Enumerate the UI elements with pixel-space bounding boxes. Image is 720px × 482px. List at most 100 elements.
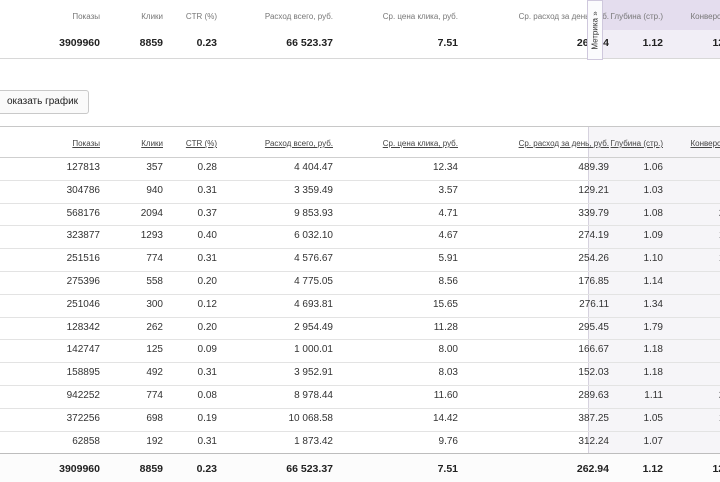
total-shows: 3909960 xyxy=(59,463,100,475)
cell-ctr: 0.19 xyxy=(197,412,217,424)
cell-clicks: 2094 xyxy=(140,207,163,219)
summary-header-avg-daily-spend: Ср. расход за день, руб. xyxy=(518,12,609,21)
summary-header-ctr: CTR (%) xyxy=(185,12,217,21)
cell-avg-daily-spend: 152.03 xyxy=(578,367,609,379)
summary-col-shows: Показы 3909960 xyxy=(0,0,100,58)
summary-value-ctr: 0.23 xyxy=(196,37,217,49)
cell-avg-cpc: 15.65 xyxy=(432,298,458,310)
cell-depth: 1.18 xyxy=(643,344,663,356)
cell-spend-total: 8 978.44 xyxy=(294,390,333,401)
cell-shows: 62858 xyxy=(72,435,100,447)
metrika-toggle-label: Метрика » xyxy=(590,10,600,50)
cell-depth: 1.10 xyxy=(643,253,663,265)
cell-shows: 127813 xyxy=(66,162,100,173)
cell-avg-cpc: 5.91 xyxy=(438,253,458,265)
cell-spend-total: 4 775.05 xyxy=(294,276,333,287)
summary-value-clicks: 8859 xyxy=(139,37,163,49)
cell-conversions: 26 xyxy=(719,208,720,219)
cell-avg-cpc: 3.57 xyxy=(438,184,458,196)
cell-depth: 1.34 xyxy=(643,298,663,310)
cell-avg-daily-spend: 295.45 xyxy=(578,321,609,333)
cell-shows: 372256 xyxy=(66,412,100,424)
cell-clicks: 698 xyxy=(146,412,163,424)
cell-shows: 275396 xyxy=(66,276,100,287)
summary-col-conversions: Конверсии 120 xyxy=(610,0,720,58)
summary-value-avg-cpc: 7.51 xyxy=(437,37,458,49)
metrika-summary-header-bg xyxy=(589,0,720,30)
cell-depth: 1.09 xyxy=(643,230,663,242)
cell-shows: 128342 xyxy=(66,321,100,333)
cell-ctr: 0.12 xyxy=(197,298,217,310)
cell-avg-cpc: 8.56 xyxy=(438,276,458,287)
summary-strip: Показы 3909960 Клики 8859 CTR (%) 0.23 Расход … xyxy=(0,0,720,59)
cell-shows: 323877 xyxy=(66,230,100,242)
cell-ctr: 0.08 xyxy=(197,390,217,401)
cell-avg-cpc: 9.76 xyxy=(438,435,458,447)
metrika-toggle-tab[interactable]: Метрика » xyxy=(587,0,603,60)
cell-spend-total: 9 853.93 xyxy=(294,207,333,219)
column-header-clicks[interactable]: Клики xyxy=(141,139,163,148)
table-row: 323877 1293 0.40 6 032.10 4.67 274.19 1.09 18 xyxy=(0,225,720,250)
cell-clicks: 357 xyxy=(146,162,163,173)
summary-value-depth: 1.12 xyxy=(642,37,663,49)
total-clicks: 8859 xyxy=(139,463,163,475)
cell-shows: 158895 xyxy=(66,367,100,379)
cell-avg-daily-spend: 176.85 xyxy=(578,276,609,287)
cell-shows: 251516 xyxy=(66,253,100,265)
stats-table: Показы Клики CTR (%) Расход всего, руб. Ср. … xyxy=(0,126,720,482)
total-avg-cpc: 7.51 xyxy=(437,463,458,475)
column-header-avg-cpc[interactable]: Ср. цена клика, руб. xyxy=(382,139,458,148)
column-header-shows[interactable]: Показы xyxy=(72,139,100,148)
column-header-avg-daily-spend[interactable]: Ср. расход за день, руб. xyxy=(518,139,609,148)
cell-avg-daily-spend: 489.39 xyxy=(578,162,609,173)
summary-col-spend-total: Расход всего, руб. 66 523.37 xyxy=(213,0,333,58)
cell-depth: 1.79 xyxy=(643,321,663,333)
cell-depth: 1.05 xyxy=(643,412,663,424)
show-graph-button[interactable]: оказать график xyxy=(0,90,90,114)
cell-avg-cpc: 4.67 xyxy=(438,230,458,242)
metrika-summary-panel xyxy=(588,0,720,58)
cell-avg-daily-spend: 166.67 xyxy=(578,344,609,356)
column-header-conversions[interactable]: Конверсии xyxy=(690,139,720,148)
cell-spend-total: 10 068.58 xyxy=(288,412,334,424)
cell-depth: 1.03 xyxy=(643,184,663,196)
cell-avg-daily-spend: 129.21 xyxy=(578,184,609,196)
total-ctr: 0.23 xyxy=(196,463,217,475)
cell-conversions: 25 xyxy=(719,390,720,401)
cell-avg-daily-spend: 254.26 xyxy=(578,253,609,265)
summary-col-avg-cpc: Ср. цена клика, руб. 7.51 xyxy=(338,0,458,58)
summary-value-spend-total: 66 523.37 xyxy=(286,37,333,49)
column-header-ctr[interactable]: CTR (%) xyxy=(185,139,217,148)
cell-avg-cpc: 8.00 xyxy=(438,344,458,356)
cell-spend-total: 4 404.47 xyxy=(294,162,333,173)
cell-avg-daily-spend: 289.63 xyxy=(578,390,609,401)
cell-depth: 1.08 xyxy=(643,207,663,219)
cell-clicks: 940 xyxy=(146,184,163,196)
cell-avg-daily-spend: 312.24 xyxy=(578,435,609,447)
cell-avg-cpc: 11.28 xyxy=(433,321,458,333)
summary-col-depth: Глубина (стр.) 1.12 xyxy=(543,0,663,58)
cell-depth: 1.11 xyxy=(644,390,663,401)
column-header-spend-total[interactable]: Расход всего, руб. xyxy=(264,139,333,148)
cell-ctr: 0.31 xyxy=(197,367,217,379)
cell-spend-total: 2 954.49 xyxy=(294,321,333,333)
cell-clicks: 774 xyxy=(146,390,163,401)
total-conversions: 120 xyxy=(712,463,720,475)
cell-conversions: 10 xyxy=(719,253,720,264)
cell-avg-daily-spend: 387.25 xyxy=(578,412,609,424)
cell-clicks: 774 xyxy=(146,253,163,265)
summary-header-shows: Показы xyxy=(72,12,100,21)
cell-depth: 1.14 xyxy=(643,276,663,287)
column-header-depth[interactable]: Глубина (стр.) xyxy=(610,139,663,148)
cell-avg-cpc: 11.60 xyxy=(433,390,458,401)
cell-clicks: 492 xyxy=(146,367,163,379)
cell-ctr: 0.20 xyxy=(197,276,217,287)
cell-spend-total: 3 952.91 xyxy=(294,367,333,379)
total-spend-total: 66 523.37 xyxy=(286,463,333,475)
